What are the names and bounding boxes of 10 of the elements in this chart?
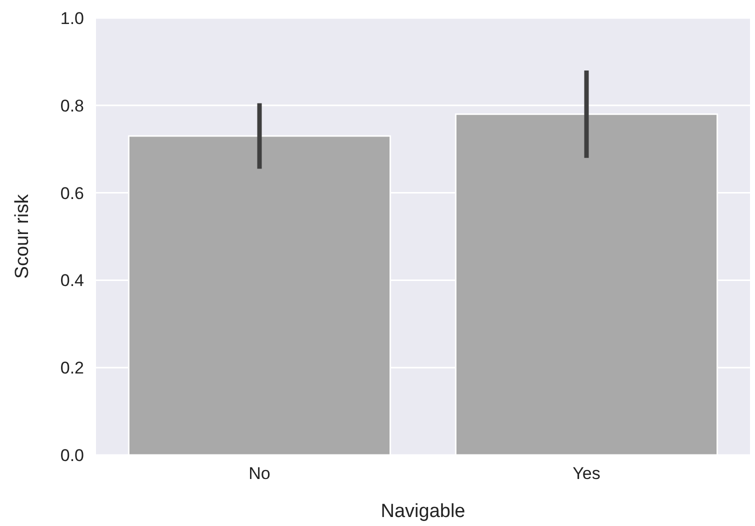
y-tick-label: 0.0: [60, 446, 84, 465]
y-axis-title: Scour risk: [12, 194, 33, 279]
y-tick-label: 0.4: [60, 271, 84, 290]
y-tick-label: 1.0: [60, 8, 84, 28]
y-tick-label: 0.2: [60, 358, 84, 378]
y-tick-label: 0.8: [60, 96, 84, 116]
x-tick-label: Yes: [572, 464, 600, 483]
y-tick-label: 0.6: [60, 184, 84, 203]
x-axis-title: Navigable: [380, 501, 466, 522]
x-tick-label: No: [248, 464, 270, 483]
